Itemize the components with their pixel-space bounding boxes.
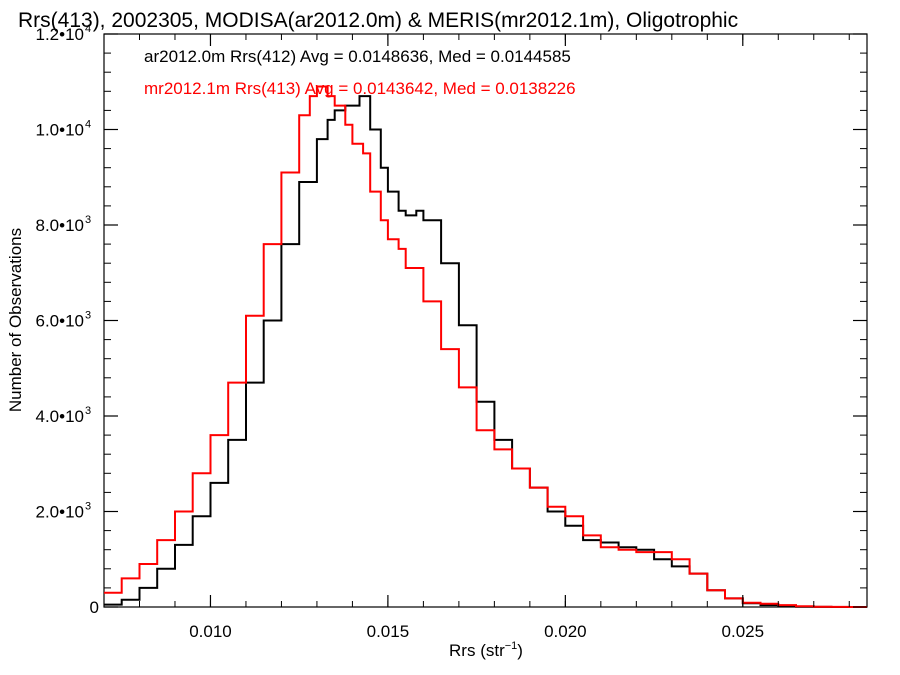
y-tick-label: 0 <box>90 598 99 617</box>
y-tick-label-exponent: 3 <box>85 310 91 322</box>
series-line-2 <box>104 85 867 608</box>
legend-entry-ar2012: ar2012.0m Rrs(412) Avg = 0.0148636, Med … <box>144 47 571 66</box>
chart-title: Rrs(413), 2002305, MODISA(ar2012.0m) & M… <box>18 9 738 32</box>
y-tick-label-exponent: 3 <box>85 214 91 226</box>
x-axis-label: Rrs (str−1) <box>449 640 523 660</box>
y-tick-label: 4.0•10 <box>36 407 85 426</box>
x-tick-label: 0.010 <box>189 622 232 641</box>
x-tick-label: 0.015 <box>367 622 410 641</box>
y-tick-label: 1.0•10 <box>36 121 85 140</box>
x-tick-label: 0.020 <box>544 622 587 641</box>
series-line-1 <box>104 95 867 608</box>
y-tick-label-exponent: 4 <box>85 119 91 131</box>
y-tick-label-exponent: 3 <box>85 405 91 417</box>
y-tick-label-exponent: 4 <box>85 23 91 35</box>
y-axis: 02.0•10 34.0•10 36.0•10 38.0•10 31.0•10 41.2•… <box>36 23 867 617</box>
x-axis: 0.010 0.015 0.020 0.025 <box>103 34 850 641</box>
y-tick-label: 6.0•10 <box>36 312 85 331</box>
x-tick-label: 0.025 <box>722 622 765 641</box>
series-lines <box>104 85 867 608</box>
y-tick-label-exponent: 3 <box>85 501 91 513</box>
plot-frame <box>103 33 868 608</box>
legend-entry-mr2012: mr2012.1m Rrs(413) Avg = 0.0143642, Med … <box>144 79 576 98</box>
y-tick-label: 8.0•10 <box>36 216 85 235</box>
y-axis-label: Number of Observations <box>6 228 25 412</box>
y-tick-label: 2.0•10 <box>36 503 85 522</box>
y-tick-label: 1.2•10 <box>36 25 85 44</box>
